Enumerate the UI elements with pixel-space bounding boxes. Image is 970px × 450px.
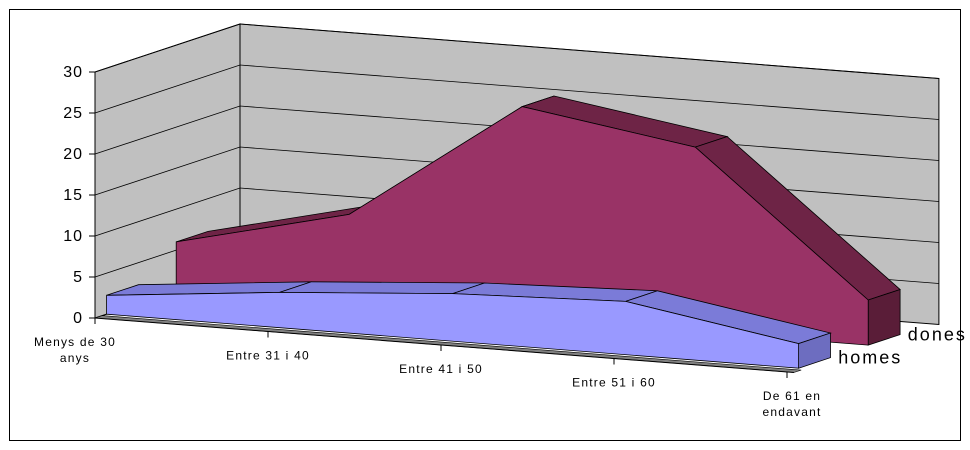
x-tick-label-line: De 61 en bbox=[763, 389, 821, 403]
x-tick-label: Entre 31 i 40 bbox=[226, 349, 310, 363]
gridline bbox=[94, 64, 939, 120]
y-tick-label: 10 bbox=[63, 228, 83, 245]
y-tick-label: 25 bbox=[63, 105, 83, 122]
series-homes bbox=[106, 281, 832, 369]
x-tick-label-line: Entre 31 i 40 bbox=[226, 349, 310, 363]
y-tick-label: 30 bbox=[63, 64, 83, 81]
axis-lines bbox=[89, 71, 794, 378]
series-layer bbox=[106, 95, 901, 369]
y-tick-label: 0 bbox=[73, 310, 83, 327]
x-axis-line bbox=[94, 317, 794, 374]
x-tick-label-line: Entre 51 i 60 bbox=[572, 376, 656, 390]
series-label-homes: homes bbox=[838, 348, 902, 368]
y-tick-label: 20 bbox=[63, 146, 83, 163]
gridline bbox=[94, 23, 939, 79]
y-tick-label: 15 bbox=[63, 187, 83, 204]
axis-labels: dones homes 0 5 10 15 20 25 30 Menys de 30 anys Ent… bbox=[34, 64, 967, 419]
y-tick-label: 5 bbox=[73, 269, 83, 286]
area-front-face bbox=[106, 291, 799, 369]
x-tick-label: Entre 51 i 60 bbox=[572, 376, 656, 390]
x-tick-label: De 61 en endavant bbox=[763, 389, 822, 419]
area-top-face bbox=[279, 281, 485, 295]
x-tick-label-line: endavant bbox=[763, 405, 822, 419]
x-tick-label-line: anys bbox=[60, 351, 90, 365]
x-tick-label-line: Menys de 30 bbox=[34, 335, 116, 349]
x-tick-label: Menys de 30 anys bbox=[34, 335, 116, 365]
series-label-dones: dones bbox=[908, 325, 967, 345]
x-tick-label-line: Entre 41 i 50 bbox=[399, 362, 483, 376]
x-tick-label: Entre 41 i 50 bbox=[399, 362, 483, 376]
